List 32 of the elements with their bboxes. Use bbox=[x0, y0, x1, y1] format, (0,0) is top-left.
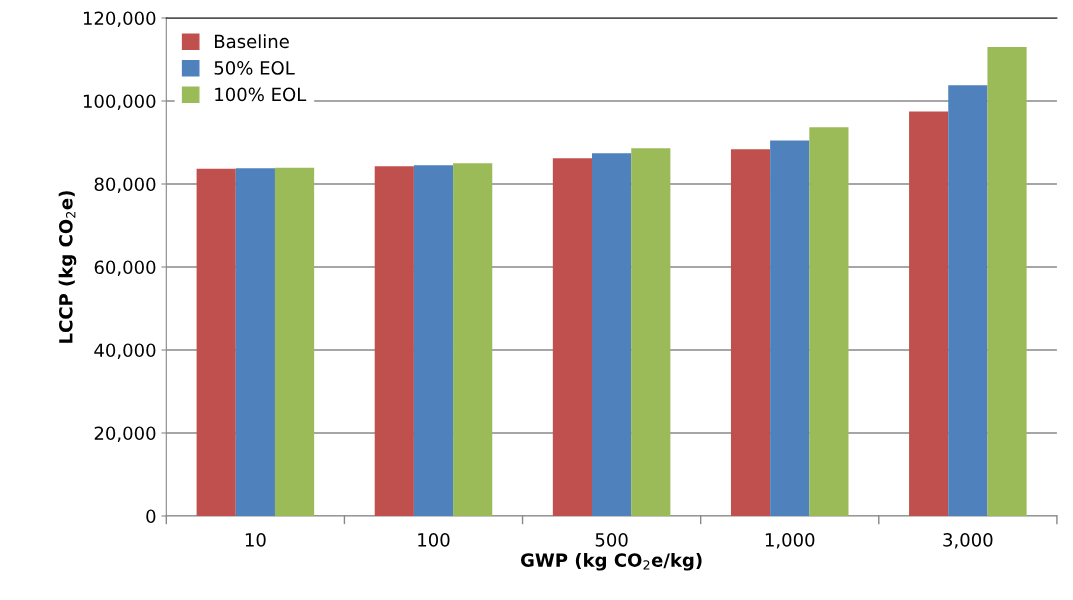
y-tick-label: 120,000 bbox=[83, 11, 156, 27]
bar bbox=[730, 149, 771, 516]
y-tick-label: 0 bbox=[146, 509, 156, 524]
bar bbox=[631, 148, 671, 516]
bar bbox=[809, 127, 849, 516]
bar bbox=[196, 168, 236, 516]
x-tick-label: 3,000 bbox=[943, 532, 993, 549]
bar bbox=[770, 140, 810, 516]
x-tick-label: 100 bbox=[418, 532, 450, 547]
y-axis-title: LCCP (kg CO$_{2}$e) bbox=[58, 191, 77, 343]
y-tick-label: 80,000 bbox=[94, 177, 156, 193]
legend-label: 50% EOL bbox=[214, 61, 295, 75]
y-tick-label: 40,000 bbox=[94, 343, 156, 359]
x-tick-label: 500 bbox=[595, 532, 628, 547]
bar bbox=[987, 47, 1027, 516]
x-axis-title: GWP (kg CO$_{2}$e/kg) bbox=[520, 552, 702, 571]
bar bbox=[948, 85, 988, 516]
bar bbox=[552, 158, 593, 516]
legend-label: Baseline bbox=[215, 34, 289, 49]
bar bbox=[374, 166, 414, 516]
bar bbox=[453, 163, 493, 516]
bar bbox=[909, 111, 949, 516]
bar bbox=[274, 167, 315, 516]
x-tick-label: 1,000 bbox=[765, 532, 815, 549]
bar bbox=[235, 168, 275, 516]
y-tick-label: 20,000 bbox=[94, 426, 156, 442]
x-tick-label: 10 bbox=[245, 532, 266, 547]
legend-label: 100% EOL bbox=[215, 87, 307, 102]
bar bbox=[592, 153, 632, 516]
y-tick-label: 100,000 bbox=[83, 94, 156, 110]
y-tick-label: 60,000 bbox=[94, 260, 156, 276]
bar bbox=[413, 165, 454, 516]
